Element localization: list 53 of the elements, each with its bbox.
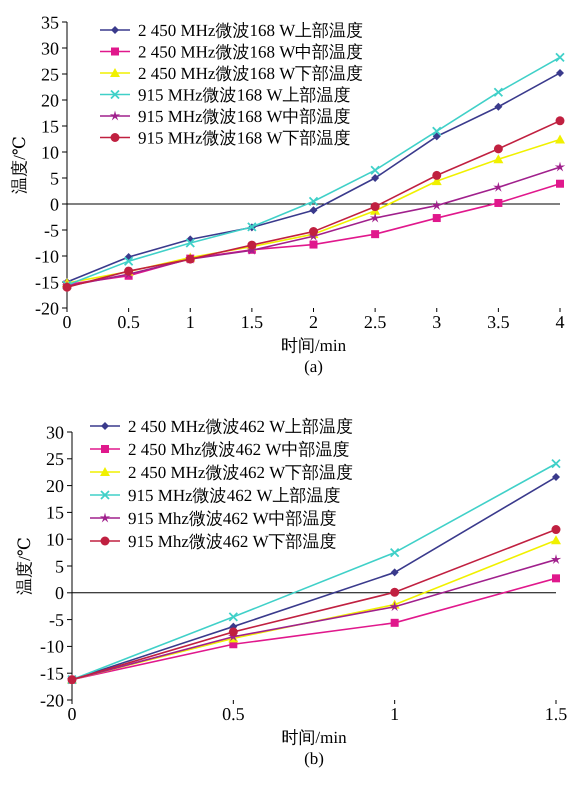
y-tick-label: 35 (41, 12, 59, 32)
legend-label: 2 450 MHz微波168 W下部温度 (138, 64, 364, 83)
y-tick-label: -15 (35, 272, 59, 292)
y-axis-title: 温度/℃ (15, 537, 34, 595)
legend-label: 915 Mhz微波462 W中部温度 (128, 508, 337, 528)
legend-label: 915 MHz微波168 W下部温度 (138, 128, 350, 148)
y-tick-label: 10 (46, 530, 64, 550)
y-tick-label: 20 (41, 90, 59, 110)
y-tick-label: -20 (40, 690, 64, 710)
y-tick-label: -5 (44, 220, 59, 240)
x-tick-label: 1.5 (240, 312, 264, 332)
legend-label: 2 450 Mhz微波462 W中部温度 (128, 440, 350, 459)
y-tick-label: -15 (40, 664, 64, 684)
legend-label: 2 450 MHz微波462 W下部温度 (128, 462, 354, 482)
y-tick-label: 30 (41, 38, 59, 58)
x-tick-label: 0 (68, 704, 76, 724)
y-axis-title: 温度/℃ (10, 136, 29, 194)
text: (a) (304, 357, 323, 376)
y-tick-label: 10 (41, 142, 59, 162)
legend-label: 915 MHz微波168 W中部温度 (138, 106, 350, 126)
y-tick-label: 25 (46, 449, 64, 470)
y-tick-label: 0 (50, 194, 59, 214)
y-tick-label: 5 (50, 168, 59, 188)
legend-label: 915 MHz微波462 W上部温度 (128, 486, 340, 505)
x-tick-label: 0.5 (117, 312, 140, 332)
x-tick-label: 2 (309, 312, 318, 332)
x-tick-label: 2.5 (364, 312, 386, 332)
y-tick-label: 0 (55, 583, 64, 604)
y-tick-label: -5 (49, 610, 64, 630)
y-tick-label: 25 (41, 64, 59, 84)
text: (b) (304, 749, 324, 768)
legend-label: 2 450 MHz微波168 W上部温度 (138, 20, 364, 40)
y-tick-label: 15 (46, 502, 64, 523)
y-tick-label: 5 (55, 556, 64, 576)
x-tick-label: 3.5 (487, 312, 510, 332)
x-tick-label: 0.5 (222, 704, 245, 724)
x-axis-title: 时间/min (281, 728, 348, 747)
y-tick-label: 30 (46, 422, 64, 442)
x-tick-label: 1 (390, 704, 400, 724)
x-tick-label: 1.5 (544, 704, 568, 724)
legend-label: 2 450 MHz微波168 W中部温度 (138, 42, 364, 62)
legend-label: 2 450 MHz微波462 W上部温度 (128, 416, 354, 436)
legend-label: 915 Mhz微波462 W下部温度 (128, 532, 337, 551)
x-tick-label: 3 (432, 312, 442, 332)
y-tick-label: 15 (41, 116, 59, 136)
x-tick-label: 1 (186, 312, 195, 332)
y-tick-label: -10 (35, 246, 59, 266)
x-axis-title: 时间/min (280, 336, 347, 355)
y-tick-label: 20 (46, 476, 64, 496)
x-tick-label: 4 (556, 312, 564, 332)
y-tick-label: -10 (40, 636, 64, 657)
y-tick-label: -20 (35, 298, 59, 318)
legend-label: 915 MHz微波168 W上部温度 (138, 85, 350, 104)
